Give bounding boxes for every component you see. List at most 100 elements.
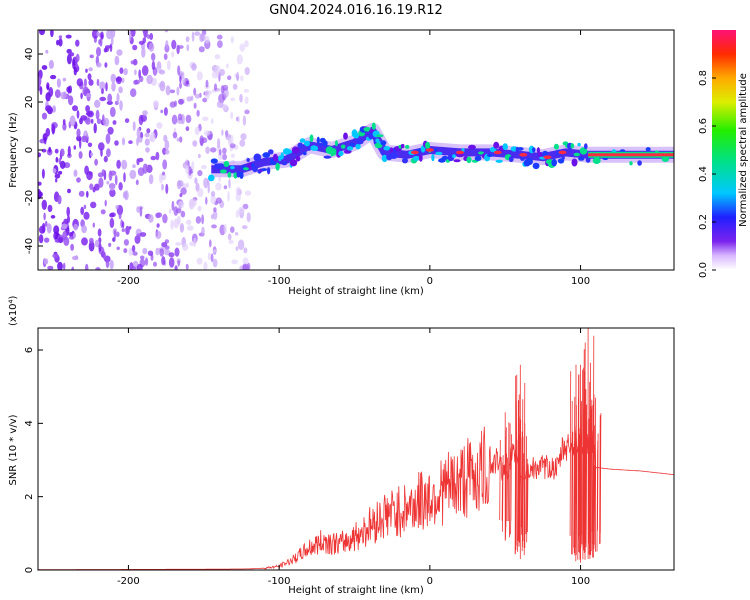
- snr-spike: [499, 412, 512, 541]
- trace-cluster: [275, 162, 280, 171]
- noise-blob: [54, 238, 59, 243]
- noise-blob: [132, 251, 138, 256]
- noise-blob: [211, 224, 217, 229]
- noise-blob: [110, 36, 114, 46]
- noise-blob: [138, 40, 145, 45]
- noise-blob: [169, 89, 176, 94]
- noise-blob: [109, 189, 116, 197]
- noise-blob: [50, 74, 57, 80]
- noise-blob: [101, 88, 104, 95]
- noise-blob: [135, 179, 139, 186]
- noise-blob: [155, 212, 161, 219]
- trace-cluster: [266, 167, 271, 175]
- trace-cluster: [456, 153, 464, 158]
- noise-blob: [227, 191, 230, 202]
- trace-cluster: [551, 158, 557, 167]
- noise-blob: [81, 237, 88, 246]
- noise-blob: [111, 81, 116, 92]
- trace-cluster: [578, 156, 585, 161]
- noise-blob: [83, 78, 87, 88]
- colorbar-tick-label: 0.2: [698, 214, 709, 230]
- noise-blob: [203, 130, 211, 136]
- noise-blob: [66, 53, 72, 65]
- noise-blob: [97, 228, 102, 237]
- noise-blob: [216, 34, 223, 40]
- noise-blob: [94, 239, 100, 248]
- trace-cluster: [356, 139, 364, 145]
- noise-blob: [102, 251, 107, 261]
- trace-cluster: [532, 162, 540, 170]
- noise-blob: [205, 79, 209, 88]
- noise-blob: [227, 75, 232, 81]
- noise-blob: [218, 176, 221, 182]
- noise-blob: [171, 114, 178, 125]
- noise-blob: [221, 129, 224, 136]
- x-tick-label: 100: [571, 576, 590, 587]
- noise-blob: [53, 225, 60, 235]
- noise-blob: [176, 137, 180, 142]
- noise-blob: [138, 114, 144, 126]
- noise-blob: [58, 35, 63, 39]
- noise-blob: [160, 172, 167, 181]
- noise-blob: [174, 265, 178, 270]
- trace-cluster: [389, 147, 394, 153]
- noise-blob: [47, 265, 54, 270]
- trace-cluster: [239, 171, 244, 179]
- noise-blob: [238, 206, 245, 214]
- trace-cluster: [577, 142, 581, 147]
- noise-blob: [44, 220, 48, 227]
- trace-cluster: [466, 156, 472, 164]
- noise-blob: [115, 76, 123, 82]
- noise-blob: [158, 69, 166, 75]
- trace-cluster: [338, 150, 344, 157]
- noise-blob: [220, 85, 225, 94]
- noise-blob: [185, 114, 192, 124]
- y-tick-label: 6: [24, 347, 35, 353]
- noise-blob: [58, 38, 63, 47]
- noise-blob: [242, 263, 250, 270]
- noise-blob: [202, 116, 209, 122]
- noise-blob: [142, 30, 149, 36]
- trace-cluster: [400, 143, 405, 149]
- trace-cluster: [493, 141, 500, 149]
- noise-blob: [212, 210, 218, 220]
- noise-blob: [88, 67, 93, 72]
- noise-blob: [153, 261, 157, 267]
- trace-cluster: [389, 152, 398, 159]
- trace-cluster: [307, 146, 311, 151]
- noise-blob: [209, 239, 212, 248]
- trace-cluster: [373, 136, 377, 145]
- trace-cluster: [380, 151, 384, 155]
- noise-blob: [222, 147, 227, 154]
- noise-blob: [200, 32, 206, 42]
- snr-spike: [589, 397, 602, 552]
- colorbar-label: Normalized spectral amplitude: [738, 73, 749, 227]
- noise-blob: [57, 261, 63, 270]
- trace-cluster: [246, 158, 250, 162]
- noise-blob: [96, 31, 100, 37]
- noise-blob: [202, 97, 208, 103]
- noise-blob: [179, 75, 182, 83]
- noise-blob: [162, 171, 165, 176]
- trace-cluster: [262, 152, 271, 158]
- trace-cluster: [538, 151, 544, 158]
- noise-blob: [213, 249, 217, 254]
- noise-blob: [177, 180, 184, 187]
- noise-blob: [197, 188, 204, 198]
- noise-blob: [177, 45, 184, 49]
- noise-blob: [106, 30, 113, 40]
- trace-cluster: [383, 146, 391, 151]
- noise-blob: [93, 123, 97, 134]
- noise-blob: [177, 65, 181, 76]
- trace-cluster: [331, 148, 337, 156]
- noise-blob: [136, 158, 140, 166]
- noise-blob: [96, 118, 102, 125]
- noise-blob: [59, 160, 66, 169]
- noise-blob: [168, 208, 172, 214]
- trace-cluster: [363, 127, 372, 132]
- noise-blob: [125, 225, 130, 235]
- noise-blob: [164, 245, 170, 250]
- noise-blob: [92, 222, 96, 228]
- noise-blob: [243, 247, 248, 254]
- noise-blob: [235, 192, 241, 202]
